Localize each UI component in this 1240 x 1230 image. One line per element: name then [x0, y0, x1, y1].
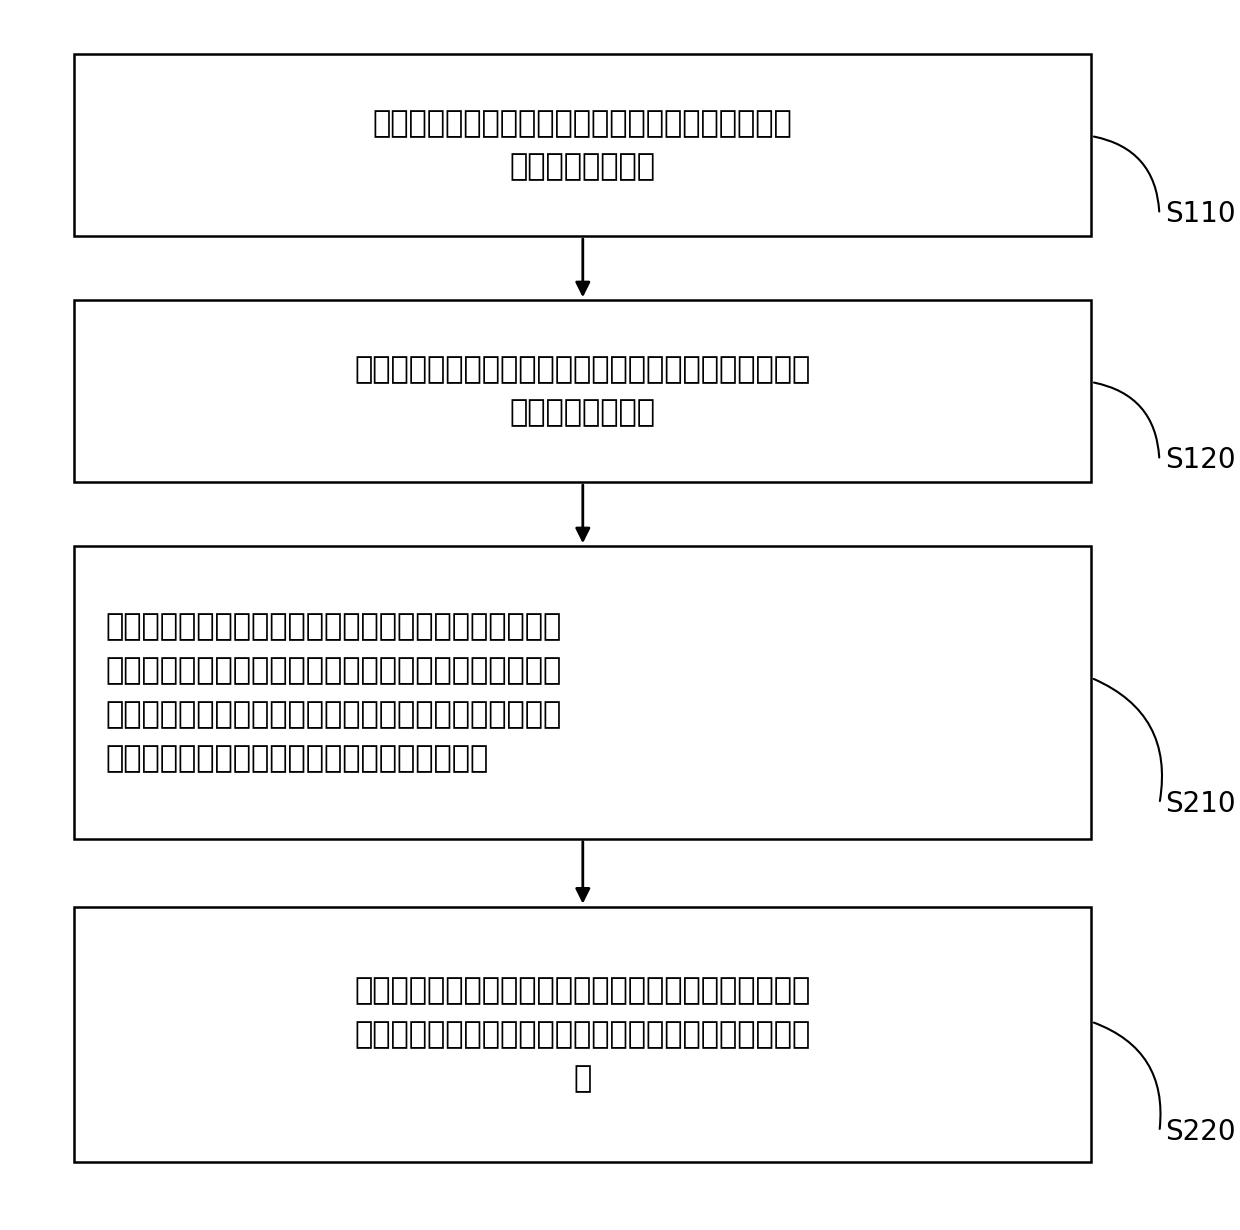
- Bar: [74, 54, 1091, 236]
- Text: S220: S220: [1166, 1118, 1236, 1145]
- Text: 根据所述历史监测数据训练神经网络模型，得到所述预设
的起尘量预测模型: 根据所述历史监测数据训练神经网络模型，得到所述预设 的起尘量预测模型: [355, 354, 811, 428]
- Text: 获取所述历史数据，并对所述历史数据进行预处理，
得到历史监测数据: 获取所述历史数据，并对所述历史数据进行预处理， 得到历史监测数据: [373, 108, 792, 182]
- Text: S210: S210: [1166, 790, 1236, 818]
- Bar: [74, 907, 1091, 1162]
- Text: S110: S110: [1166, 200, 1236, 229]
- Text: S120: S120: [1166, 446, 1236, 475]
- Text: 根据预测起尘量生成控制指令，并将控制指令传输给洒水
系统；控制指令用于指示洒水系统以相应的洒水量进行洒
水: 根据预测起尘量生成控制指令，并将控制指令传输给洒水 系统；控制指令用于指示洒水系…: [355, 975, 811, 1093]
- Text: 将获取到的实时环境数据和实时煤剁参数输入到预设的起
尘量预测模型中，获得对应的预测起尘量；预设的起尘量
预测模型为基于煤炭堆场的历史数据训练生成；历史数据
包括: 将获取到的实时环境数据和实时煤剁参数输入到预设的起 尘量预测模型中，获得对应的预…: [105, 613, 562, 772]
- Bar: [74, 546, 1091, 839]
- Bar: [74, 300, 1091, 482]
